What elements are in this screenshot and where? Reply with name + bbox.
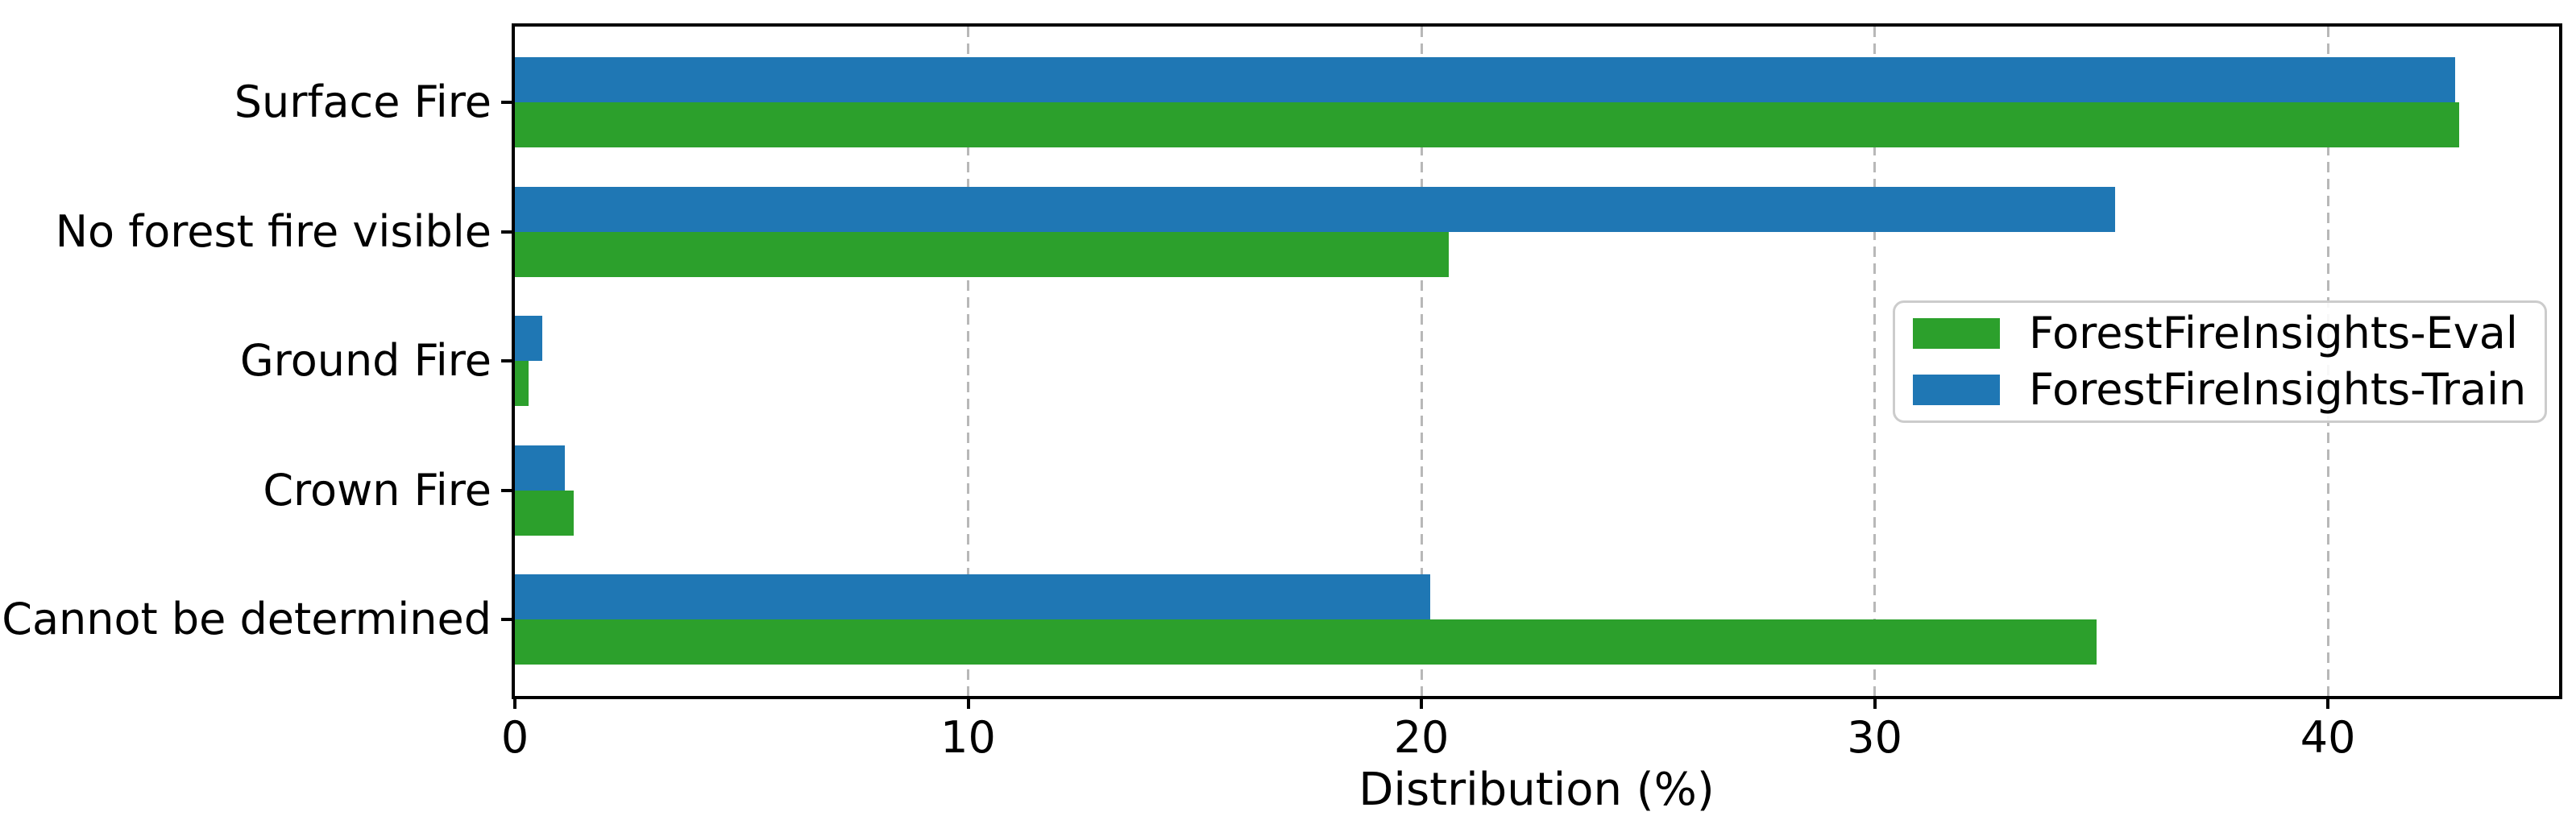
legend: ForestFireInsights-Eval ForestFireInsigh… [1893, 300, 2547, 423]
y-tick-mark-crown-fire [501, 488, 515, 492]
bar-eval-surface-fire [515, 102, 2460, 147]
bar-eval-cannot-be-determined [515, 619, 2097, 665]
bar-train-cannot-be-determined [515, 574, 1431, 619]
y-tick-mark-ground-fire [501, 359, 515, 362]
y-tick-mark-no-forest-fire-visible [501, 230, 515, 234]
bar-eval-crown-fire [515, 490, 575, 536]
y-axis-label-surface-fire: Surface Fire [234, 77, 492, 127]
x-tick-label-30: 30 [1847, 712, 1902, 763]
x-tick-mark-0 [513, 696, 516, 709]
x-tick-mark-40 [2326, 696, 2330, 709]
x-tick-label-40: 40 [2300, 712, 2356, 763]
x-tick-label-10: 10 [940, 712, 996, 763]
y-tick-mark-cannot-be-determined [501, 618, 515, 621]
gridline-x-30 [1873, 27, 1877, 696]
x-tick-label-20: 20 [1393, 712, 1450, 763]
legend-label-train: ForestFireInsights-Train [2029, 364, 2527, 415]
x-axis-title: Distribution (%) [1359, 764, 1715, 816]
legend-row-train: ForestFireInsights-Train [1913, 368, 2527, 412]
legend-swatch-eval [1913, 318, 2000, 349]
legend-swatch-train [1913, 375, 2000, 405]
x-tick-mark-30 [1873, 696, 1877, 709]
bar-eval-no-forest-fire-visible [515, 231, 1449, 277]
x-tick-label-0: 0 [500, 712, 529, 763]
x-tick-mark-20 [1420, 696, 1424, 709]
bar-eval-ground-fire [515, 361, 529, 406]
x-tick-mark-10 [966, 696, 970, 709]
y-axis-label-no-forest-fire-visible: No forest fire visible [55, 205, 492, 257]
bar-train-no-forest-fire-visible [515, 186, 2115, 232]
bar-train-crown-fire [515, 445, 565, 491]
y-tick-mark-surface-fire [501, 101, 515, 104]
bar-train-ground-fire [515, 316, 542, 361]
y-axis-label-cannot-be-determined: Cannot be determined [2, 594, 492, 644]
gridline-x-10 [967, 27, 970, 696]
y-axis-label-ground-fire: Ground Fire [239, 335, 492, 386]
plot-area [512, 23, 2562, 699]
y-axis-label-crown-fire: Crown Fire [263, 464, 492, 516]
legend-label-eval: ForestFireInsights-Eval [2029, 308, 2518, 358]
legend-row-eval: ForestFireInsights-Eval [1913, 312, 2527, 355]
bar-train-surface-fire [515, 57, 2455, 102]
gridline-x-20 [1420, 27, 1423, 696]
